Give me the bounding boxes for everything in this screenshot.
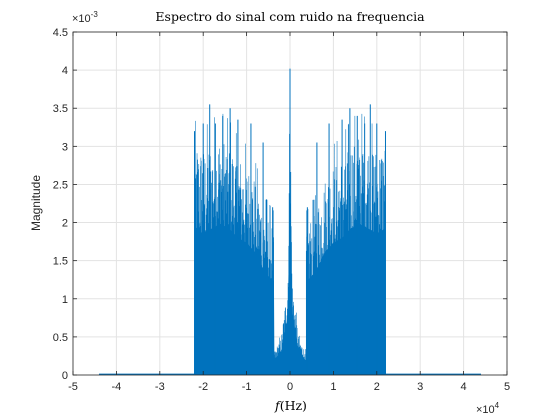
x-tick-label: 0 xyxy=(287,381,293,393)
y-tick-label: 4.5 xyxy=(53,27,68,39)
x-tick-label: 1 xyxy=(330,381,336,393)
y-tick-label: 1 xyxy=(62,294,68,306)
y-multiplier: ×10-3 xyxy=(72,10,98,25)
y-tick-label: 2.5 xyxy=(53,179,68,191)
x-tick-label: 4 xyxy=(461,381,467,393)
x-tick-label: -3 xyxy=(155,381,165,393)
y-tick-label: 3 xyxy=(62,141,68,153)
plot-area xyxy=(98,68,482,375)
y-tick-label: 3.5 xyxy=(53,103,68,115)
x-tick-label: -4 xyxy=(112,381,122,393)
ticks: -5 -4 -3 -2 -1 0 1 2 3 4 5 0 0.5 1 1.5 2 2.5 3 3.5 4 4.5 xyxy=(53,27,510,393)
y-axis-label: Magnitude xyxy=(29,175,43,231)
x-tick-label: -1 xyxy=(242,381,252,393)
x-tick-label: -2 xyxy=(198,381,208,393)
x-tick-label: -5 xyxy=(68,381,78,393)
y-tick-label: 0 xyxy=(62,370,68,382)
chart-title: Espectro do sinal com ruido na frequenci… xyxy=(155,9,425,24)
x-multiplier: ×104 xyxy=(476,401,500,416)
y-tick-label: 1.5 xyxy=(53,256,68,268)
x-tick-label: 5 xyxy=(504,381,510,393)
x-axis-label: f(Hz) xyxy=(274,398,307,413)
y-tick-label: 4 xyxy=(62,65,68,77)
x-tick-label: 3 xyxy=(417,381,423,393)
x-tick-label: 2 xyxy=(374,381,380,393)
y-tick-label: 2 xyxy=(62,218,68,230)
y-tick-label: 0.5 xyxy=(53,332,68,344)
